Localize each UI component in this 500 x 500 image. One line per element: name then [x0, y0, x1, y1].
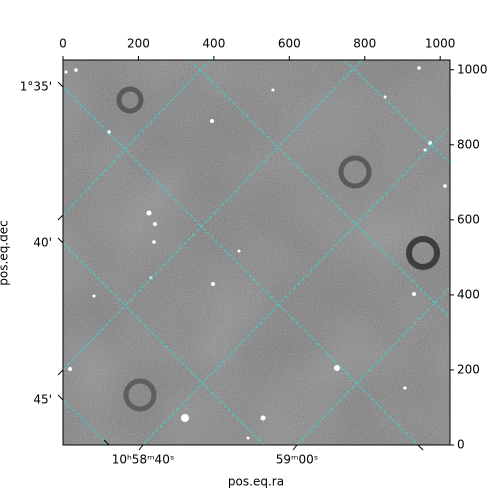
ra-tick-label: 59ᵐ00ˢ	[276, 453, 319, 467]
x-tick-label: 400	[202, 37, 225, 51]
axes-frame	[62, 59, 451, 446]
y-tick-label: 600	[457, 212, 480, 226]
world-grid	[63, 60, 450, 445]
x-tick-label: 0	[59, 37, 67, 51]
y-tick-label: 200	[457, 362, 480, 376]
sky-image	[63, 60, 450, 445]
y-tick-label: 800	[457, 137, 480, 151]
ra-tick-label: 10ʰ58ᵐ40ˢ	[112, 453, 175, 467]
x-tick-label: 1000	[425, 37, 456, 51]
y-tick-label: 0	[457, 438, 465, 452]
y-tick-label: 1000	[457, 62, 488, 76]
y-axis-label: pos.eq.dec	[0, 220, 11, 285]
dec-tick-label: 45'	[33, 393, 52, 407]
x-tick-label: 800	[353, 37, 376, 51]
x-tick-label: 200	[127, 37, 150, 51]
x-tick-label: 600	[278, 37, 301, 51]
x-axis-label: pos.eq.ra	[228, 475, 284, 489]
dec-tick-label: 1°35'	[20, 80, 52, 94]
world-ticks	[57, 81, 424, 451]
y-tick-label: 400	[457, 287, 480, 301]
dec-tick-label: 40'	[33, 236, 52, 250]
